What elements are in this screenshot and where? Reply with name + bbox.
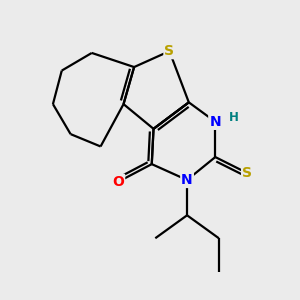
Text: N: N [209,115,221,129]
Text: H: H [229,111,238,124]
Text: N: N [209,115,221,129]
Text: S: S [164,44,174,58]
Text: N: N [181,173,193,187]
Text: S: S [242,166,252,180]
Text: O: O [112,175,124,189]
